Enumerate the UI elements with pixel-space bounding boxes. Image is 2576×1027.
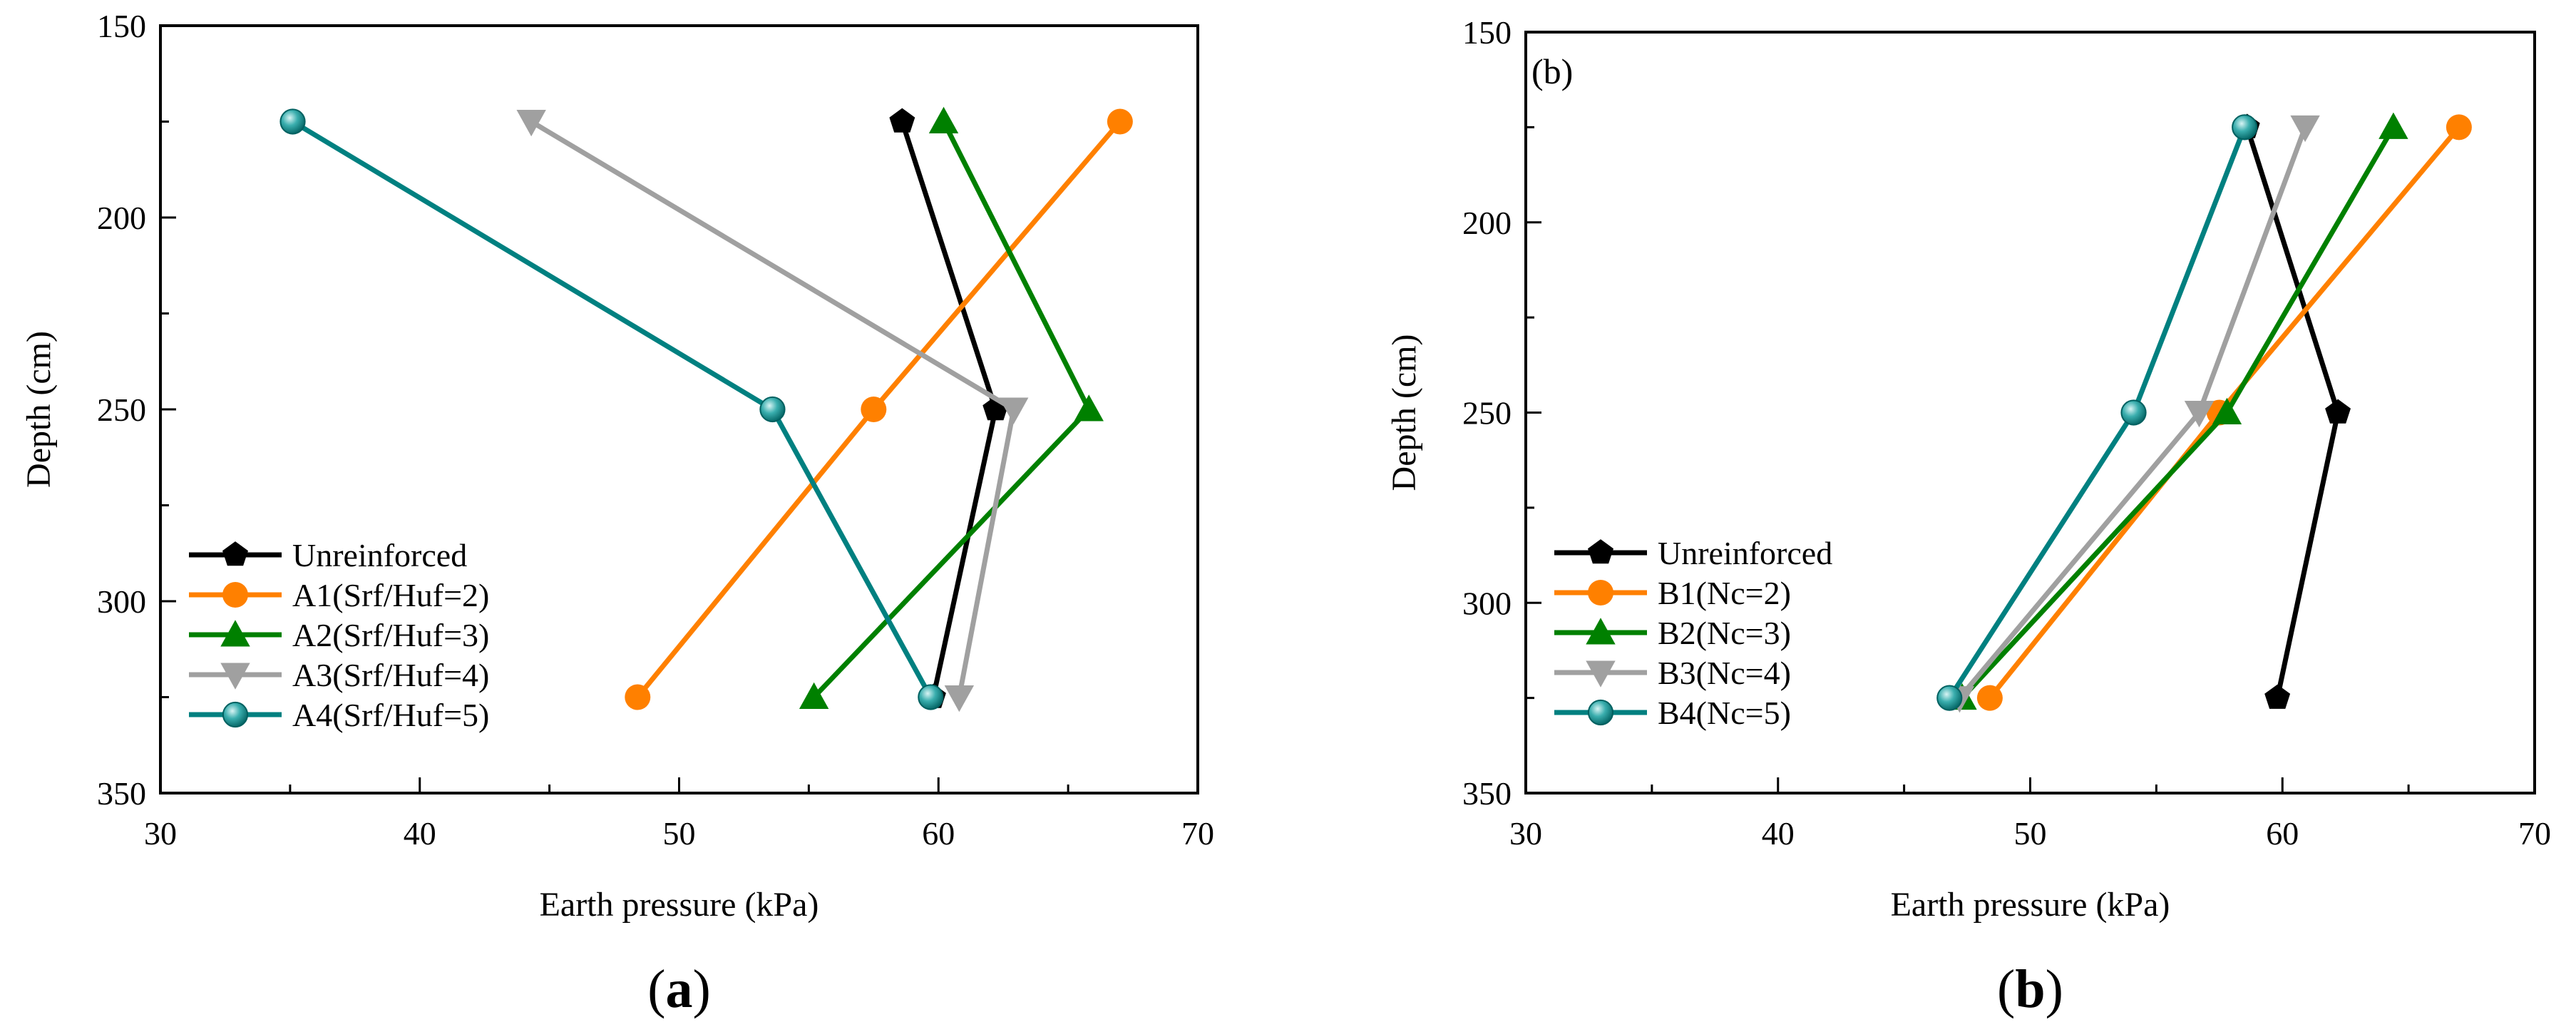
legend-marker — [220, 620, 250, 647]
x-tick-label: 60 — [2266, 815, 2299, 852]
y-tick-label: 200 — [1462, 205, 1512, 241]
legend-label: B4(Nc=5) — [1658, 695, 1791, 731]
data-point — [2446, 114, 2472, 140]
y-tick-label: 300 — [97, 583, 146, 620]
y-tick-label: 200 — [97, 200, 146, 236]
data-point — [2325, 399, 2351, 424]
y-axis-label: Depth (cm) — [1385, 334, 1423, 491]
x-tick-label: 60 — [922, 815, 955, 852]
data-point — [999, 397, 1029, 424]
legend: Unreinforced A1(Srf/Huf=2) A2(Srf/Huf=3) A3… — [189, 537, 489, 733]
y-tick-label: 250 — [1462, 395, 1512, 431]
legend-label: A2(Srf/Huf=3) — [292, 617, 489, 653]
y-axis-label: Depth (cm) — [20, 331, 58, 488]
data-point — [2264, 684, 2291, 709]
x-tick-label: 70 — [1181, 815, 1214, 852]
data-point — [2184, 400, 2215, 428]
legend-label: B3(Nc=4) — [1658, 655, 1791, 691]
y-tick-label: 350 — [1462, 775, 1512, 812]
data-point — [2379, 112, 2408, 139]
x-tick-label: 40 — [1762, 815, 1795, 852]
data-point — [759, 396, 786, 423]
data-point — [2290, 115, 2320, 143]
legend-item: Unreinforced — [189, 537, 467, 573]
legend-item: A2(Srf/Huf=3) — [189, 617, 489, 653]
x-tick-label: 50 — [663, 815, 696, 852]
y-tick-label: 150 — [1462, 14, 1512, 51]
series-a4-srf-huf-5 — [279, 108, 944, 710]
legend-item: B2(Nc=3) — [1554, 615, 1791, 651]
legend-label: B1(Nc=2) — [1658, 575, 1791, 611]
y-tick-label: 150 — [97, 8, 146, 44]
x-tick-label: 70 — [2518, 815, 2551, 852]
data-point — [1976, 685, 2003, 711]
series-unreinforced — [2234, 113, 2351, 709]
x-tick-label: 30 — [1509, 815, 1542, 852]
data-point — [944, 685, 975, 712]
inner-panel-label: (b) — [1531, 51, 1573, 91]
legend-item: B3(Nc=4) — [1554, 655, 1791, 691]
legend-label: A1(Srf/Huf=2) — [292, 577, 489, 613]
legend-marker — [220, 663, 250, 690]
legend-marker — [1586, 660, 1616, 688]
legend-item: B1(Nc=2) — [1554, 575, 1791, 611]
panel-label: (b) — [1997, 959, 2063, 1019]
x-tick-label: 30 — [144, 815, 177, 852]
data-point — [279, 108, 306, 135]
series-a2-srf-huf-3 — [799, 106, 1104, 710]
legend-item: A3(Srf/Huf=4) — [189, 657, 489, 693]
legend-marker — [1588, 580, 1613, 606]
data-point — [625, 684, 651, 710]
legend-marker — [222, 701, 249, 728]
y-tick-label: 300 — [1462, 585, 1512, 621]
x-tick-label: 50 — [2014, 815, 2047, 852]
legend-item: Unreinforced — [1554, 535, 1832, 571]
series-b4-nc-5 — [1936, 114, 2258, 711]
series-unreinforced — [889, 108, 1009, 708]
y-tick-label: 250 — [97, 392, 146, 428]
legend: Unreinforced B1(Nc=2) B2(Nc=3) B3(Nc=4) B4(N… — [1554, 535, 1832, 731]
legend-marker — [1588, 539, 1613, 564]
legend-label: Unreinforced — [1658, 535, 1832, 571]
x-axis-label: Earth pressure (kPa) — [1891, 886, 2170, 924]
series-line — [899, 121, 998, 698]
chart-panel-b: 30 40 50 60 70 150 200 250 300 350 Earth pressure … — [1385, 14, 2551, 1019]
legend-label: A4(Srf/Huf=5) — [292, 697, 489, 733]
legend-item: A4(Srf/Huf=5) — [189, 697, 489, 733]
legend-marker — [222, 541, 248, 566]
x-axis-label: Earth pressure (kPa) — [540, 886, 819, 924]
series-line — [2244, 126, 2341, 699]
data-point — [918, 684, 944, 710]
chart-panel-a: 30 40 50 60 70 150 200 250 300 350 Earth pressure … — [20, 8, 1214, 1019]
x-tick-label: 40 — [404, 815, 436, 852]
legend-label: Unreinforced — [292, 537, 467, 573]
legend-item: A1(Srf/Huf=2) — [189, 577, 489, 613]
data-point — [516, 109, 546, 137]
legend-marker — [222, 582, 248, 608]
data-point — [1936, 685, 1963, 711]
legend-label: B2(Nc=3) — [1658, 615, 1791, 651]
data-point — [2120, 399, 2147, 426]
legend-marker — [1587, 699, 1614, 726]
data-point — [861, 397, 887, 422]
legend-item: B4(Nc=5) — [1554, 695, 1791, 731]
data-point — [2232, 114, 2258, 140]
legend-label: A3(Srf/Huf=4) — [292, 657, 489, 693]
data-point — [799, 682, 829, 710]
legend-marker — [1586, 618, 1616, 645]
data-point — [928, 106, 959, 134]
data-point — [2212, 397, 2242, 425]
data-point — [889, 108, 915, 133]
data-point — [1074, 394, 1104, 421]
panel-label: (a) — [647, 959, 711, 1019]
series-a3-srf-huf-4 — [516, 109, 1029, 712]
y-tick-label: 350 — [97, 775, 146, 812]
series-a1-srf-huf-2 — [625, 108, 1133, 710]
data-point — [1107, 108, 1133, 135]
